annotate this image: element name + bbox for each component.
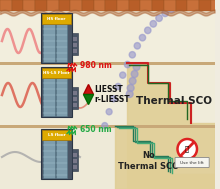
Bar <box>72 149 78 171</box>
Bar <box>35 0 47 11</box>
Bar <box>42 68 71 78</box>
Bar <box>72 87 78 109</box>
Circle shape <box>150 21 156 27</box>
Text: r-LIESST: r-LIESST <box>95 94 130 104</box>
Circle shape <box>145 27 151 34</box>
Bar <box>42 14 71 24</box>
Bar <box>211 0 220 11</box>
Bar <box>56 24 67 62</box>
Bar <box>73 153 77 157</box>
Bar <box>42 130 71 140</box>
Bar <box>94 0 105 11</box>
Bar <box>41 13 72 63</box>
Circle shape <box>139 34 146 41</box>
Circle shape <box>133 64 140 70</box>
FancyBboxPatch shape <box>175 157 209 167</box>
Bar <box>0 125 214 128</box>
Bar <box>0 63 214 126</box>
Bar <box>152 0 164 11</box>
Circle shape <box>126 91 133 98</box>
Bar <box>73 91 77 95</box>
Circle shape <box>131 70 138 77</box>
Circle shape <box>102 123 108 129</box>
Circle shape <box>120 72 126 78</box>
Bar <box>164 0 176 11</box>
Circle shape <box>178 139 197 159</box>
Circle shape <box>127 84 134 91</box>
Bar <box>176 0 187 11</box>
Bar <box>73 165 77 169</box>
Circle shape <box>156 15 162 22</box>
Text: Thermal SCO: Thermal SCO <box>136 96 212 106</box>
Bar <box>41 67 72 117</box>
Bar <box>0 11 214 63</box>
Bar <box>73 159 77 163</box>
Bar <box>73 49 77 53</box>
Bar <box>72 33 78 55</box>
Bar <box>12 0 23 11</box>
Bar <box>23 0 35 11</box>
Bar <box>73 37 77 41</box>
Bar <box>187 0 199 11</box>
Text: No
Thermal SCO: No Thermal SCO <box>118 151 179 171</box>
Bar <box>199 0 211 11</box>
Text: LS floor: LS floor <box>48 133 65 137</box>
Text: Use the lift: Use the lift <box>180 160 204 164</box>
Text: HS floor: HS floor <box>47 17 66 21</box>
Circle shape <box>129 52 136 58</box>
Circle shape <box>124 61 130 68</box>
Circle shape <box>115 83 121 90</box>
Circle shape <box>206 0 213 5</box>
Bar <box>43 140 55 178</box>
Bar <box>43 24 55 62</box>
Circle shape <box>111 96 117 102</box>
Text: 980 nm: 980 nm <box>80 61 112 70</box>
Circle shape <box>134 43 140 49</box>
Bar <box>117 0 129 11</box>
Circle shape <box>129 77 136 84</box>
Circle shape <box>106 109 112 115</box>
Bar <box>129 0 140 11</box>
Bar <box>41 129 72 179</box>
Circle shape <box>192 0 199 5</box>
Bar <box>43 78 55 116</box>
Bar <box>0 0 12 11</box>
Bar <box>56 140 67 178</box>
Bar <box>47 0 59 11</box>
Circle shape <box>183 0 190 7</box>
Polygon shape <box>127 63 214 189</box>
Bar <box>73 97 77 101</box>
Circle shape <box>168 6 175 12</box>
Bar <box>73 103 77 107</box>
Text: LIESST: LIESST <box>95 84 123 94</box>
Bar <box>82 0 94 11</box>
Bar <box>56 78 67 116</box>
Bar <box>0 62 214 65</box>
Polygon shape <box>115 126 214 189</box>
Text: 🚶: 🚶 <box>185 146 189 152</box>
Text: HS-LS Floor: HS-LS Floor <box>43 71 70 75</box>
Bar <box>73 43 77 47</box>
Bar <box>0 126 214 189</box>
Circle shape <box>162 10 168 17</box>
Bar <box>105 0 117 11</box>
Text: 650 nm: 650 nm <box>80 125 112 133</box>
Bar <box>140 0 152 11</box>
Bar <box>70 0 82 11</box>
Bar <box>59 0 70 11</box>
Circle shape <box>175 2 182 9</box>
